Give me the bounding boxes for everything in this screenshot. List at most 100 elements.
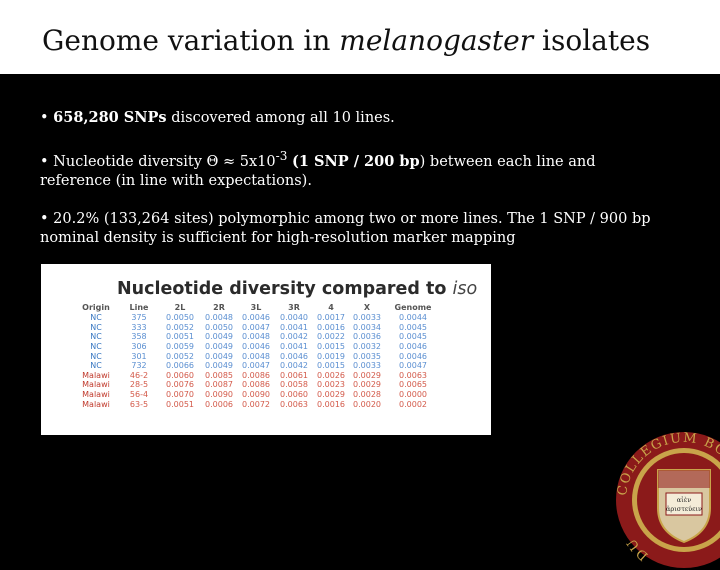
diversity-value-cell: 0.0042 — [280, 361, 308, 371]
origin-cell: NC — [90, 351, 102, 361]
diversity-value-cell: 0.0036 — [353, 332, 381, 342]
diversity-value-cell: 0.0060 — [166, 370, 194, 380]
diversity-value-cell: 0.0045 — [399, 332, 427, 342]
diversity-value-cell: 0.0051 — [166, 399, 194, 409]
origin-cell: Malawi — [82, 390, 110, 400]
origin-cell: Malawi — [82, 399, 110, 409]
table-header-cell: 3L — [250, 302, 262, 312]
diversity-value-cell: 0.0033 — [353, 361, 381, 371]
table-header-cell: Line — [129, 302, 149, 312]
origin-cell: Malawi — [82, 370, 110, 380]
diversity-value-cell: 0.0023 — [317, 380, 345, 390]
table-body: NC 375 0.0050 0.0048 0.0046 0.0040 0.0017 0.003… — [73, 313, 441, 409]
table-row: NC 301 0.0052 0.0049 0.0048 0.0046 0.0019 0.003… — [73, 351, 441, 361]
line-cell: 358 — [131, 332, 147, 342]
diversity-value-cell: 0.0041 — [280, 322, 308, 332]
diversity-value-cell: 0.0086 — [242, 370, 270, 380]
bullet-marker: • — [40, 153, 49, 170]
line-cell: 28-5 — [129, 380, 149, 390]
origin-cell: Malawi — [82, 380, 110, 390]
diversity-value-cell: 0.0052 — [166, 322, 194, 332]
title-bar: Genome variation in melanogaster isolate… — [0, 0, 720, 74]
bullet-polymorphic: • 20.2% (133,264 sites) polymorphic amon… — [40, 210, 660, 248]
line-cell: 56-4 — [129, 390, 149, 400]
diversity-value-cell: 0.0035 — [353, 351, 381, 361]
diversity-value-cell: 0.0052 — [166, 351, 194, 361]
diversity-value-cell: 0.0048 — [242, 351, 270, 361]
table-row: Malawi 46-2 0.0060 0.0085 0.0086 0.0061 0.0026… — [73, 371, 441, 381]
diversity-value-cell: 0.0050 — [205, 322, 233, 332]
diversity-value-cell: 0.0085 — [205, 370, 233, 380]
table-row: NC 306 0.0059 0.0049 0.0046 0.0041 0.0015 0.003… — [73, 342, 441, 352]
table-row: Malawi 28-5 0.0076 0.0087 0.0086 0.0058 0.0023… — [73, 380, 441, 390]
bullet-text: Nucleotide diversity Θ ≈ 5x10 — [48, 153, 276, 170]
title-prefix: Genome variation in — [42, 24, 340, 57]
diversity-value-cell: 0.0032 — [353, 342, 381, 352]
line-cell: 63-5 — [129, 399, 149, 409]
diversity-value-cell: 0.0066 — [166, 361, 194, 371]
diversity-value-cell: 0.0090 — [242, 390, 270, 400]
diversity-value-cell: 0.0026 — [317, 370, 345, 380]
line-cell: 46-2 — [129, 370, 149, 380]
diversity-value-cell: 0.0046 — [399, 351, 427, 361]
diversity-value-cell: 0.0049 — [205, 342, 233, 352]
table-title-main: Nucleotide diversity compared to — [117, 279, 453, 299]
diversity-value-cell: 0.0049 — [205, 332, 233, 342]
diversity-value-cell: 0.0086 — [242, 380, 270, 390]
diversity-value-cell: 0.0034 — [353, 322, 381, 332]
origin-cell: NC — [90, 313, 102, 323]
line-cell: 306 — [131, 342, 147, 352]
table-row: NC 358 0.0051 0.0049 0.0048 0.0042 0.0022 0.003… — [73, 332, 441, 342]
diversity-value-cell: 0.0017 — [317, 313, 345, 323]
diversity-value-cell: 0.0070 — [166, 390, 194, 400]
diversity-value-cell: 0.0047 — [242, 361, 270, 371]
diversity-value-cell: 0.0090 — [205, 390, 233, 400]
diversity-value-cell: 0.0033 — [353, 313, 381, 323]
diversity-value-cell: 0.0046 — [280, 351, 308, 361]
table-header-row: Origin Line 2L 2R 3L 3R 4 X Genome — [73, 301, 441, 313]
bullet-text: ) between each line and reference (in li… — [40, 153, 596, 189]
diversity-value-cell: 0.0058 — [280, 380, 308, 390]
diversity-value-cell: 0.0029 — [353, 370, 381, 380]
diversity-value-cell: 0.0029 — [353, 380, 381, 390]
table-header-cell: X — [363, 302, 371, 312]
seal-motto-1: αἰὲν — [677, 495, 691, 504]
diversity-value-cell: 0.0020 — [353, 399, 381, 409]
diversity-value-cell: 0.0060 — [280, 390, 308, 400]
diversity-value-cell: 0.0029 — [317, 390, 345, 400]
diversity-value-cell: 0.0059 — [166, 342, 194, 352]
diversity-value-cell: 0.0046 — [242, 342, 270, 352]
diversity-value-cell: 0.0050 — [166, 313, 194, 323]
diversity-value-cell: 0.0046 — [242, 313, 270, 323]
table-header-cell: 2R — [213, 302, 225, 312]
diversity-value-cell: 0.0040 — [280, 313, 308, 323]
diversity-value-cell: 0.0048 — [242, 332, 270, 342]
diversity-value-cell: 0.0016 — [317, 399, 345, 409]
diversity-value-cell: 0.0072 — [242, 399, 270, 409]
diversity-value-cell: 0.0048 — [205, 313, 233, 323]
seal-book — [665, 492, 703, 516]
origin-cell: NC — [90, 342, 102, 352]
diversity-value-cell: 0.0063 — [280, 399, 308, 409]
diversity-value-cell: 0.0042 — [280, 332, 308, 342]
line-cell: 375 — [131, 313, 147, 323]
diversity-value-cell: 0.0063 — [399, 370, 427, 380]
bullet-text: 20.2% (133,264 sites) polymorphic among … — [40, 210, 651, 246]
diversity-value-cell: 0.0022 — [317, 332, 345, 342]
table-header-cell: 3R — [288, 302, 300, 312]
diversity-value-cell: 0.0041 — [280, 342, 308, 352]
diversity-value-cell: 0.0045 — [399, 322, 427, 332]
table-header-cell: Origin — [82, 302, 110, 312]
diversity-value-cell: 0.0049 — [205, 361, 233, 371]
seal-shield-chief — [658, 470, 710, 488]
diversity-value-cell: 0.0015 — [317, 361, 345, 371]
line-cell: 333 — [131, 322, 147, 332]
bullet-snps: • 658,280 SNPs discovered among all 10 l… — [40, 108, 660, 128]
table-row: NC 732 0.0066 0.0049 0.0047 0.0042 0.0015 0.003… — [73, 361, 441, 371]
diversity-value-cell: 0.0015 — [317, 342, 345, 352]
diversity-value-cell: 0.0049 — [205, 351, 233, 361]
table-header-cell: 4 — [328, 302, 334, 312]
line-cell: 301 — [131, 351, 147, 361]
diversity-value-cell: 0.0002 — [399, 399, 427, 409]
diversity-value-cell: 0.0006 — [205, 399, 233, 409]
